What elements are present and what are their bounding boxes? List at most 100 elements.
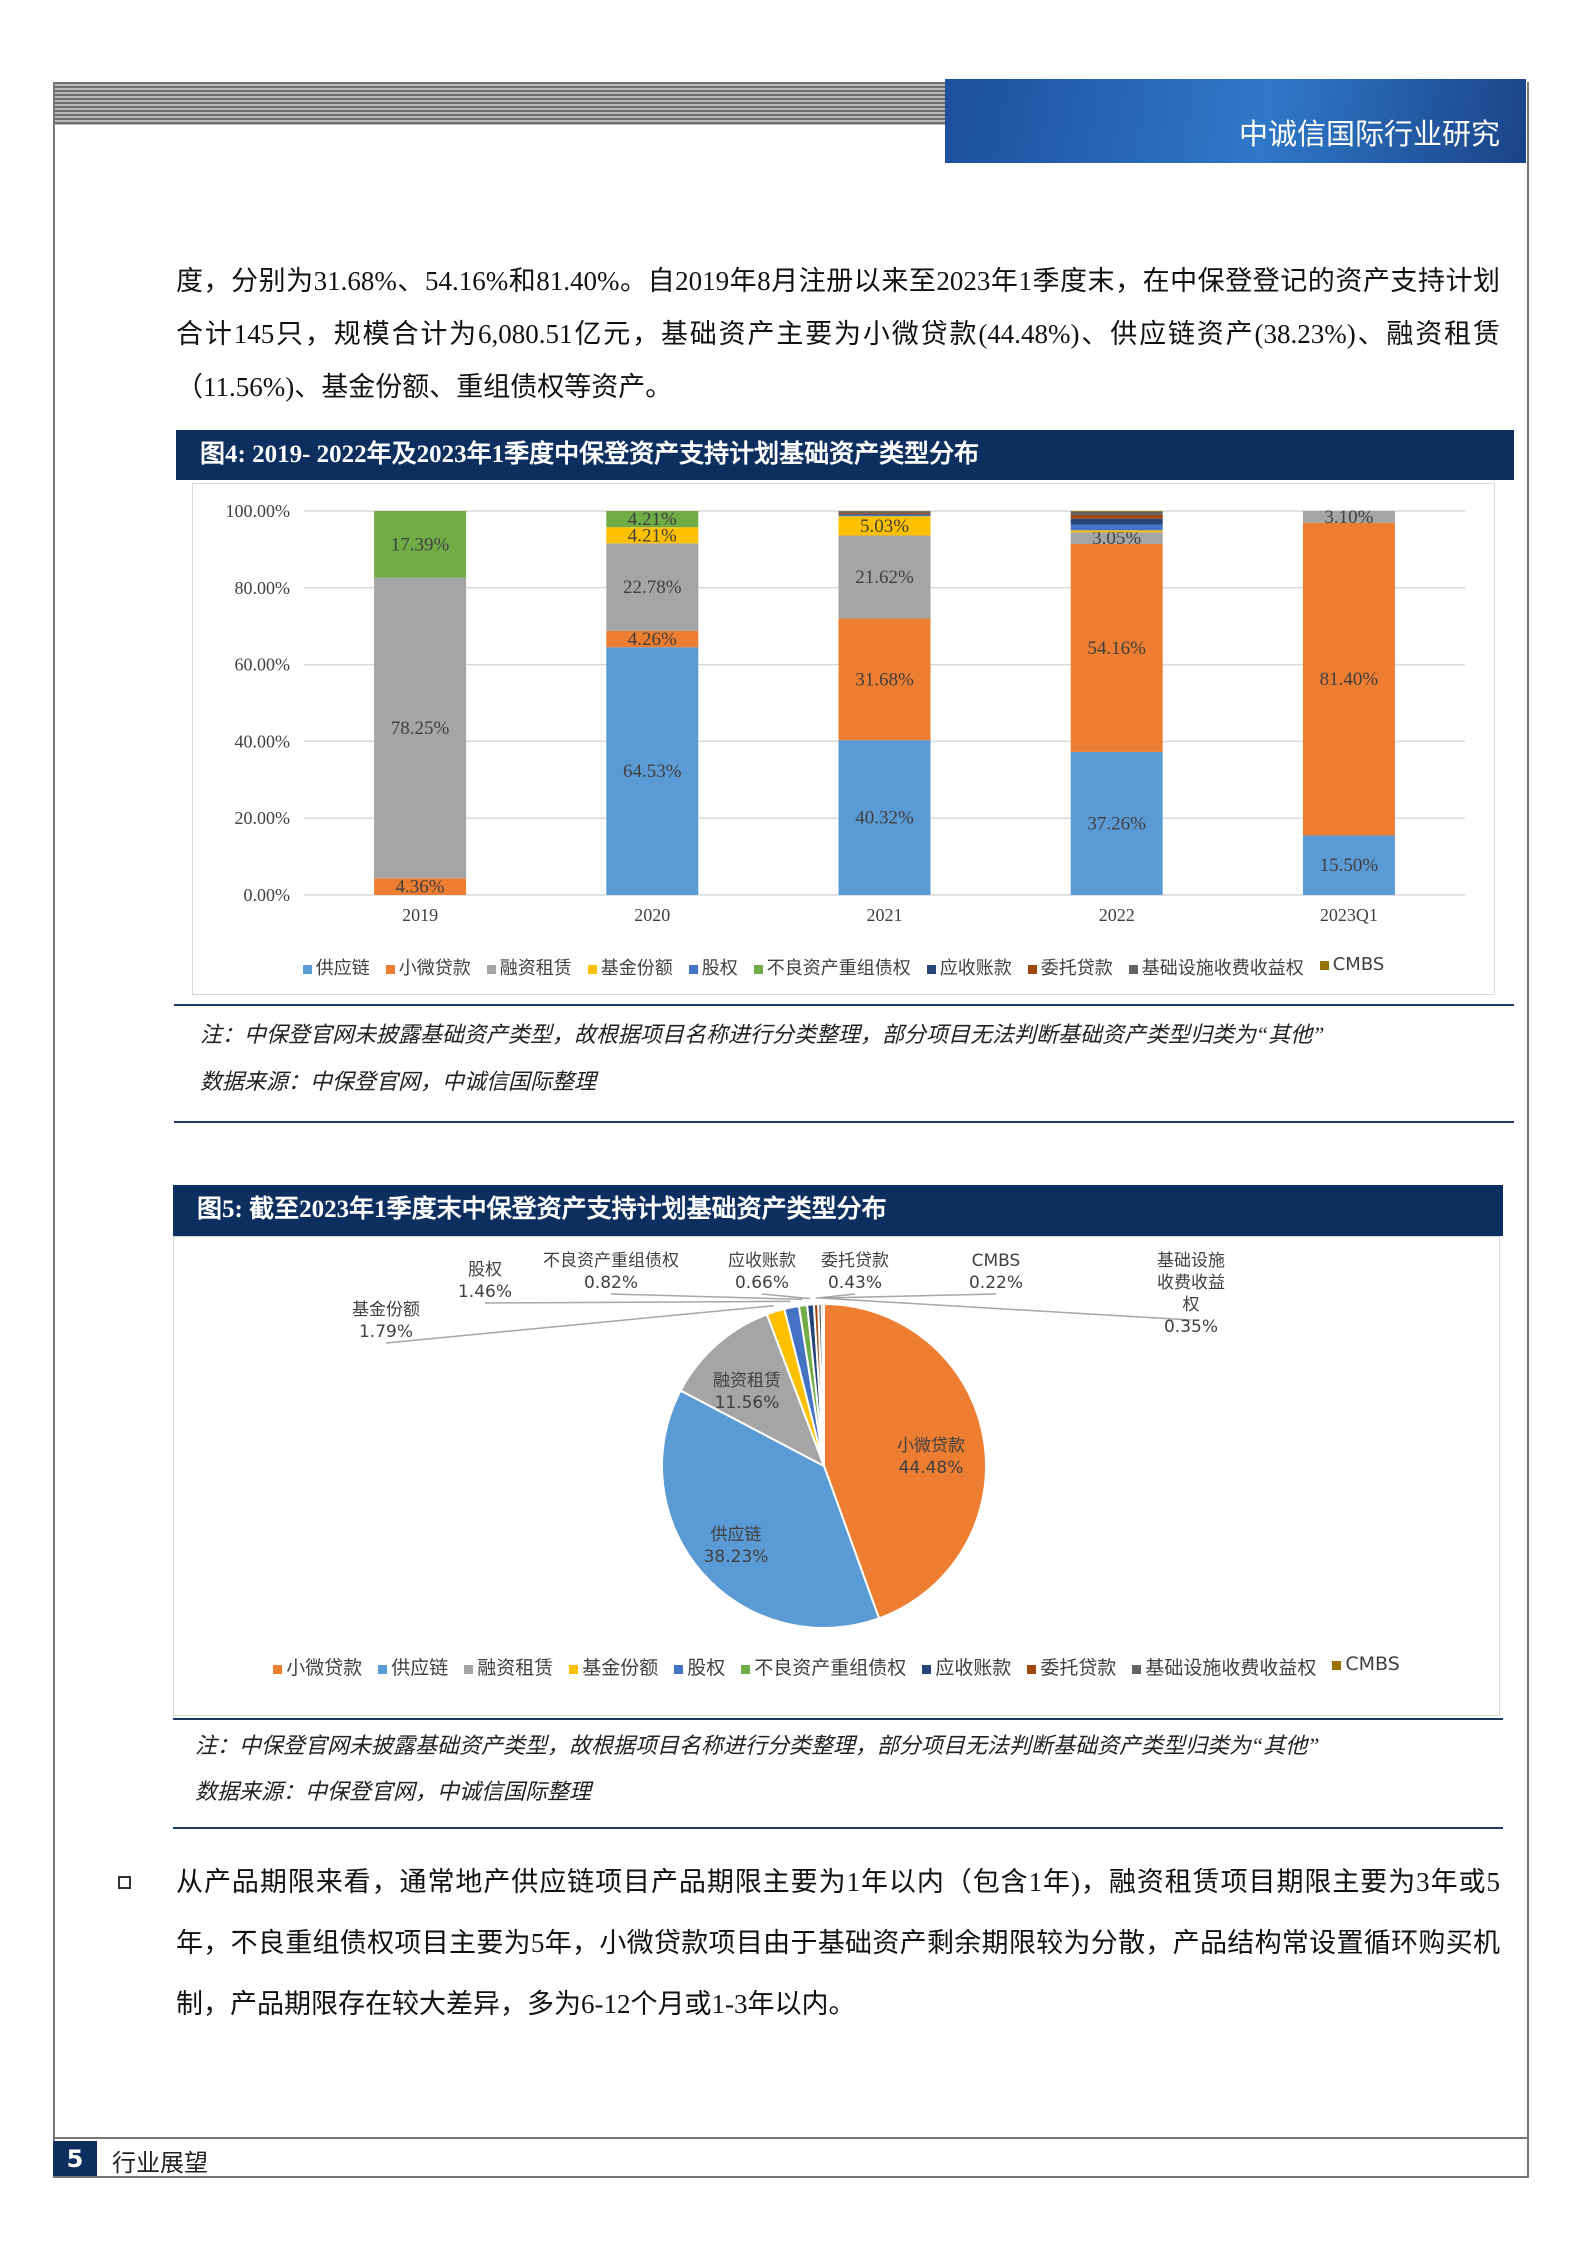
data-label: 54.16% [1087, 638, 1146, 659]
rule [173, 1718, 1503, 1720]
leader-line [819, 1297, 1192, 1321]
bar-segment [838, 511, 931, 514]
pie-label: 应收账款 0.66% [728, 1250, 796, 1294]
pie-chart [385, 1293, 1192, 1629]
pie-label-value: 0.43% [827, 1273, 882, 1293]
legend-item: 融资租赁 [464, 1653, 553, 1680]
legend-label: CMBS [1332, 954, 1385, 975]
legend-item: 不良资产重组债权 [741, 1653, 906, 1680]
y-tick-label: 40.00% [235, 731, 291, 751]
legend-swatch [1128, 965, 1138, 974]
legend-label: 融资租赁 [477, 1657, 554, 1679]
legend-label: CMBS [1345, 1653, 1400, 1675]
bar-segment [1070, 530, 1163, 533]
data-label: 31.68% [855, 669, 914, 690]
bar-segment [1302, 835, 1395, 895]
pie-label: 基金份额 1.79% [352, 1299, 420, 1343]
rule [174, 1004, 1514, 1006]
bar-segment [1070, 532, 1163, 544]
bar-segment [838, 515, 931, 517]
legend-label: 应收账款 [939, 958, 1012, 979]
legend-item: 委托贷款 [1027, 1653, 1116, 1680]
legend-label: 小微贷款 [286, 1657, 363, 1679]
legend-item: 供应链 [302, 954, 370, 980]
bar-segment [838, 618, 931, 741]
leader-line [484, 1300, 791, 1304]
footer-section: 行业展望 [112, 2149, 208, 2177]
legend: 供应链 小微贷款 融资租赁 基金份额 股权 不良资产重组债权 应收账款 委托贷款 基础设施收费收… [193, 954, 1494, 980]
footer-rule [53, 2137, 1529, 2139]
source: 数据来源：中保登官网，中诚信国际整理 [200, 1069, 597, 1094]
data-label: 81.40% [1320, 669, 1379, 690]
pie-label: 基础设施收费收益权 0.35% [1151, 1250, 1231, 1338]
pie-label-name: 基金份额 [352, 1300, 420, 1320]
pie-label-name: 不良资产重组债权 [543, 1251, 679, 1271]
bar-segment [838, 535, 931, 619]
header-title: 中诚信国际行业研究 [1238, 117, 1500, 151]
legend-swatch [302, 965, 312, 974]
pie-slice [679, 1313, 826, 1469]
bar-segment [374, 878, 467, 895]
legend-item: 基础设施收费收益权 [1132, 1653, 1316, 1680]
bar-segment [1070, 524, 1163, 531]
data-label: 17.39% [391, 534, 450, 555]
legend-item: 应收账款 [926, 954, 1012, 980]
data-label: 4.26% [628, 629, 677, 650]
legend-swatch [688, 965, 698, 974]
data-label: 40.32% [855, 808, 914, 829]
bar-segment [1070, 751, 1163, 895]
pie-label-value: 0.35% [1163, 1317, 1218, 1337]
chart-box: 0.00% 20.00% 40.00% 60.00% 80.00% 100.00% 2019… [192, 483, 1495, 995]
bar-segment [374, 511, 467, 578]
figure-title: 图4: 2019- 2022年及2023年1季度中保登资产支持计划基础资产类型分… [176, 430, 1514, 480]
legend-label: 小微贷款 [398, 958, 471, 979]
pie-label-value: 38.23% [703, 1547, 769, 1567]
leader-line [761, 1293, 811, 1300]
pie-label-value: 1.46% [457, 1282, 513, 1302]
x-tick-label: 2023Q1 [1320, 905, 1378, 925]
page-number: 5 [53, 2141, 97, 2178]
y-tick-label: 0.00% [244, 885, 291, 905]
bar-segment [1302, 522, 1395, 836]
data-label: 37.26% [1087, 813, 1146, 834]
data-label: 3.10% [1324, 507, 1373, 528]
pie-label: 小微贷款 44.48% [897, 1435, 965, 1479]
legend-label: 股权 [687, 1657, 726, 1679]
legend-swatch [1319, 961, 1329, 970]
legend-item: 股权 [674, 1653, 725, 1680]
legend-label: 基础设施收费收益权 [1145, 1657, 1317, 1679]
y-tick-label: 20.00% [235, 808, 291, 828]
legend-label: 融资租赁 [499, 958, 572, 979]
legend-item: 融资租赁 [486, 954, 572, 980]
y-tick-label: 80.00% [235, 578, 291, 598]
source: 数据来源：中保登官网，中诚信国际整理 [195, 1779, 592, 1804]
legend-label: 应收账款 [935, 1657, 1012, 1679]
legend-item: CMBS [1319, 954, 1385, 980]
leader-line [610, 1293, 803, 1301]
legend-swatch [922, 1665, 932, 1674]
legend-label: 基金份额 [582, 1657, 659, 1679]
legend-label: 供应链 [315, 958, 370, 979]
frame-line [53, 82, 55, 2178]
bar-segment [1070, 543, 1163, 752]
legend-label: 基金份额 [600, 958, 673, 979]
data-label: 4.21% [628, 509, 677, 530]
rule [174, 1121, 1514, 1123]
pie-label: 委托贷款 0.43% [821, 1250, 889, 1294]
pie-label-name: 供应链 [710, 1525, 762, 1545]
legend-label: 不良资产重组债权 [766, 958, 911, 979]
legend-item: 委托贷款 [1027, 954, 1113, 980]
pie-label-name: CMBS [971, 1251, 1021, 1271]
chart-box: 小微贷款 供应链 融资租赁 基金份额 股权 不良资产重组债权 应收账款 委托贷款 基础设施收费收… [173, 1236, 1500, 1716]
legend-item: 应收账款 [922, 1653, 1011, 1680]
legend-swatch [741, 1665, 751, 1674]
legend-item: 基金份额 [569, 1653, 658, 1680]
pie-label-value: 44.48% [898, 1458, 964, 1478]
bar-segment [1070, 514, 1163, 519]
legend-label: 委托贷款 [1040, 1657, 1117, 1679]
bar-segment [1070, 511, 1163, 515]
data-label: 3.05% [1092, 528, 1141, 549]
header-stripes [53, 82, 953, 125]
paragraph: 度，分别为31.68%、54.16%和81.40%。自2019年8月注册以来至2… [176, 266, 1500, 402]
